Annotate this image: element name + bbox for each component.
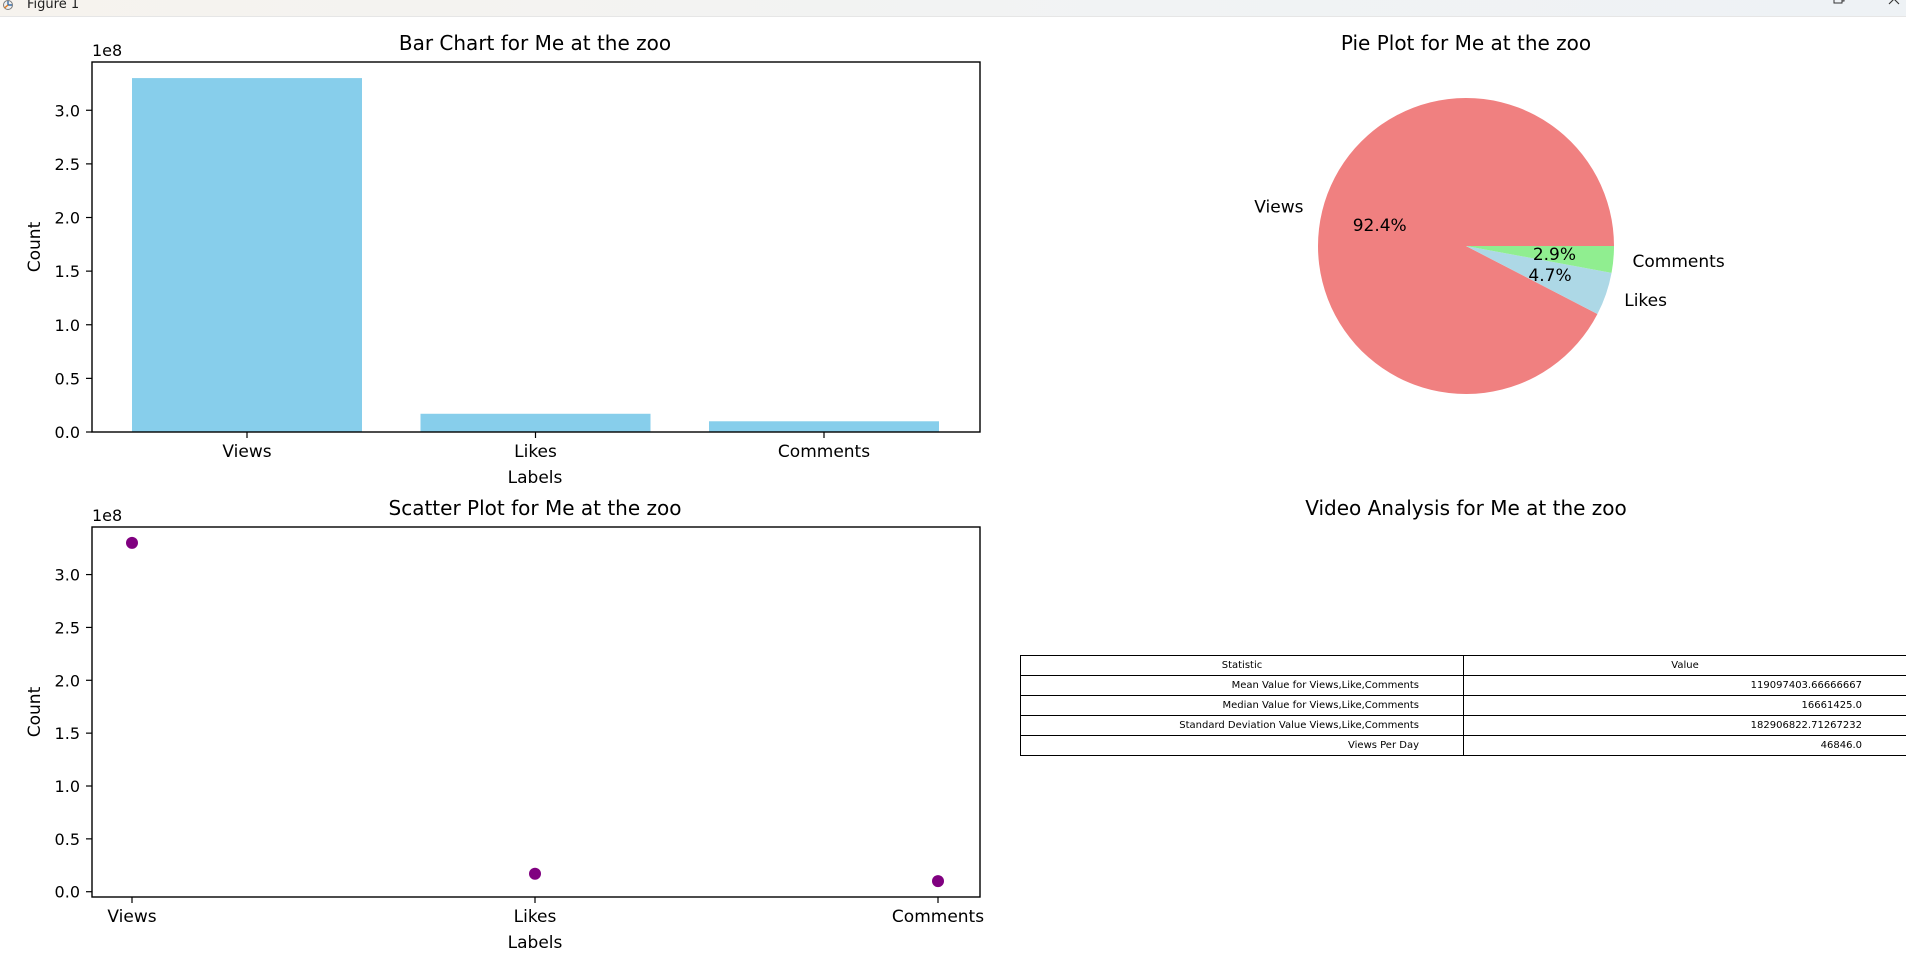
pie-chart: Pie Plot for Me at the zoo Views 92.4% Lik…	[1254, 31, 1725, 394]
window-title: Figure 1	[27, 0, 80, 12]
table-row: Median Value for Views,Like,Comments 166…	[1020, 695, 1906, 716]
scatter-chart-offset-label: 1e8	[92, 506, 122, 525]
scatter-chart-xtick-label: Likes	[514, 907, 557, 927]
bar-likes	[420, 413, 651, 432]
pie-slice-comments	[1466, 246, 1614, 273]
pie-chart-title: Pie Plot for Me at the zoo	[1341, 31, 1591, 55]
table-cell-value: 182906822.71267232	[1463, 715, 1906, 736]
bar-chart-offset-label: 1e8	[92, 41, 122, 60]
statistics-table: Statistic Value Mean Value for Views,Lik…	[1020, 655, 1906, 756]
table-row: Mean Value for Views,Like,Comments 11909…	[1020, 675, 1906, 696]
pie-slice-views	[1318, 97, 1614, 394]
table-row: Standard Deviation Value Views,Like,Comm…	[1020, 715, 1906, 736]
bar-views	[132, 78, 362, 432]
scatter-chart-ylabel: Count	[25, 686, 45, 737]
bar-chart-ytick-label: 1.5	[55, 262, 80, 281]
scatter-chart-xlabel: Labels	[508, 933, 563, 953]
table-cell-value: 119097403.66666667	[1463, 675, 1906, 696]
bar-chart-xtick-label: Views	[222, 442, 271, 462]
bar-comments	[709, 421, 939, 432]
pie-pct-views: 92.4%	[1353, 216, 1407, 236]
table-cell-value: 16661425.0	[1463, 695, 1906, 716]
table-header-statistic: Statistic	[1020, 655, 1464, 676]
bar-chart-ytick-label: 0.5	[55, 369, 80, 388]
table-cell-statistic: Median Value for Views,Like,Comments	[1020, 695, 1464, 716]
table-cell-statistic: Mean Value for Views,Like,Comments	[1020, 675, 1464, 696]
pie-label-views: Views	[1254, 197, 1303, 217]
scatter-chart-ytick-label: 1.5	[55, 724, 80, 743]
app-icon	[3, 0, 13, 10]
bar-chart-xtick-label: Likes	[514, 442, 557, 462]
bar-chart-xtick-label: Comments	[778, 442, 870, 462]
close-button[interactable]	[1874, 0, 1906, 14]
bar-chart-ytick-label: 2.5	[55, 155, 80, 174]
pie-slice-likes	[1466, 246, 1612, 315]
maximize-button[interactable]	[1818, 0, 1858, 14]
scatter-chart-ytick-label: 0.0	[55, 883, 80, 902]
scatter-chart: Scatter Plot for Me at the zoo 1e8 0.0 0.…	[25, 496, 984, 953]
bar-chart-title: Bar Chart for Me at the zoo	[399, 31, 671, 55]
table-cell-statistic: Views Per Day	[1020, 735, 1464, 756]
maximize-icon	[1833, 0, 1845, 4]
bar-chart-xlabel: Labels	[508, 468, 563, 488]
table-row: Views Per Day 46846.0	[1020, 735, 1906, 756]
scatter-chart-ytick-label: 2.5	[55, 618, 80, 637]
scatter-chart-ytick-label: 3.0	[55, 566, 80, 585]
scatter-chart-ytick-label: 2.0	[55, 671, 80, 690]
bar-chart: Bar Chart for Me at the zoo 1e8 0.0 0.5 1.…	[25, 31, 981, 488]
bar-chart-ytick-label: 3.0	[55, 101, 80, 120]
scatter-chart-xtick-label: Views	[107, 907, 156, 927]
bar-chart-ytick-label: 1.0	[55, 316, 80, 335]
scatter-chart-xtick-label: Comments	[892, 907, 984, 927]
pie-pct-comments: 2.9%	[1533, 245, 1576, 265]
pie-label-likes: Likes	[1624, 291, 1667, 311]
table-cell-statistic: Standard Deviation Value Views,Like,Comm…	[1020, 715, 1464, 736]
pie-label-comments: Comments	[1633, 252, 1725, 272]
scatter-point-comments	[932, 875, 944, 888]
table-cell-value: 46846.0	[1463, 735, 1906, 756]
close-icon	[1888, 0, 1900, 5]
scatter-chart-ytick-label: 1.0	[55, 777, 80, 796]
scatter-chart-plot-frame	[91, 526, 981, 898]
bar-chart-ytick-label: 2.0	[55, 209, 80, 228]
table-title: Video Analysis for Me at the zoo	[1305, 496, 1627, 520]
scatter-point-views	[126, 536, 138, 549]
bar-chart-ytick-label: 0.0	[55, 423, 80, 442]
scatter-point-likes	[529, 867, 541, 880]
table-header-value: Value	[1463, 655, 1906, 676]
scatter-chart-ytick-label: 0.5	[55, 830, 80, 849]
table-header-row: Statistic Value	[1020, 655, 1906, 676]
bar-chart-ylabel: Count	[25, 221, 45, 272]
window-titlebar: Figure 1	[0, 0, 1906, 17]
pie-pct-likes: 4.7%	[1528, 266, 1571, 286]
scatter-chart-title: Scatter Plot for Me at the zoo	[389, 496, 682, 520]
